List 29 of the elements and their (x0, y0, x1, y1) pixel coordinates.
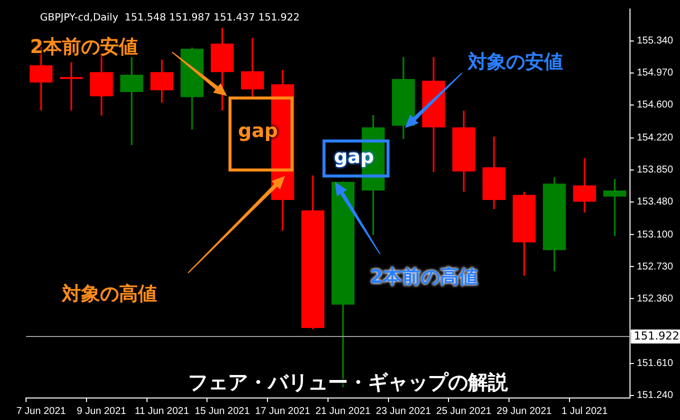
x-tick-label: 11 Jun 2021 (134, 406, 190, 417)
x-tick-label: 17 Jun 2021 (255, 406, 311, 417)
x-tick-label: 7 Jun 2021 (16, 406, 66, 417)
annotation: 2本前の高値 (370, 265, 478, 290)
ref-line-label: 151.922 (634, 329, 680, 342)
x-tick-label: 9 Jun 2021 (76, 406, 127, 417)
y-tick-label: 153.850 (636, 164, 674, 176)
x-tick-label: 25 Jun 2021 (436, 406, 492, 417)
chart-title: GBPJPY-cd,Daily 151.548 151.987 151.437 151.922 (40, 12, 300, 24)
y-tick-label: 155.340 (636, 36, 674, 47)
annotation: フェア・バリュー・ギャップの解説 (188, 369, 508, 396)
y-tick-label: 152.730 (636, 261, 674, 272)
y-tick-label: 151.240 (636, 390, 674, 402)
annotation: 2本前の安値 (30, 35, 138, 60)
annotation: 対象の安値 (468, 50, 563, 75)
y-tick-label: 153.480 (636, 196, 674, 208)
annotation: gap (334, 146, 374, 168)
x-tick-label: 23 Jun 2021 (376, 406, 432, 417)
y-tick-label: 154.600 (636, 100, 674, 111)
y-tick-label: 152.360 (636, 293, 674, 304)
y-tick-label: 154.220 (636, 132, 674, 144)
y-tick-label: 153.100 (636, 229, 674, 240)
x-tick-label: 29 Jun 2021 (496, 406, 552, 417)
y-tick-label: 154.970 (636, 68, 674, 79)
x-tick-label: 1 Jul 2021 (561, 406, 608, 417)
y-tick-label: 151.610 (636, 358, 674, 370)
x-tick-label: 15 Jun 2021 (194, 406, 250, 417)
annotation: 対象の高値 (62, 282, 157, 307)
x-tick-label: 21 Jun 2021 (315, 406, 371, 417)
